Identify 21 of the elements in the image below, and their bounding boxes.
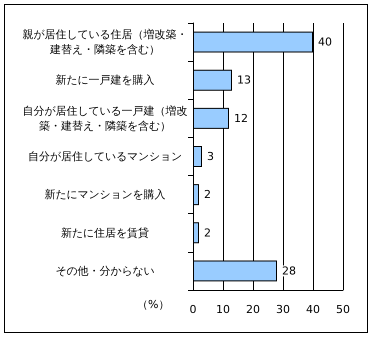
data-label: 40	[318, 36, 332, 49]
y-tick-label: その他・分からない	[56, 264, 154, 278]
y-tick-label: 新たにマンションを購入	[44, 188, 166, 202]
x-tick-label: 0	[190, 303, 196, 316]
x-axis-title: （%）	[137, 298, 170, 311]
data-label: 3	[207, 150, 214, 163]
x-tick-label: 10	[216, 303, 230, 316]
data-label: 2	[204, 226, 211, 240]
y-tick-label: 新たに一戸建を購入	[56, 74, 154, 87]
x-tick-label: 40	[306, 303, 320, 316]
y-tick-label: 新たに住居を賃貸	[61, 226, 149, 240]
data-label: 2	[204, 188, 211, 202]
y-tick-label: 自分が居住しているマンション	[28, 150, 182, 163]
x-tick-label: 30	[276, 303, 290, 316]
data-label: 13	[237, 74, 251, 87]
x-tick-label: 50	[336, 303, 350, 316]
y-tick-label: 自分が居住している一戸建（増改築・建替え・隣築を含む）	[22, 104, 188, 132]
data-label: 12	[234, 112, 248, 125]
x-tick-label: 20	[246, 303, 260, 316]
data-label: 28	[282, 264, 296, 278]
y-tick-label: 親が居住している住居（増改築・建替え・隣築を含む）	[22, 28, 188, 56]
